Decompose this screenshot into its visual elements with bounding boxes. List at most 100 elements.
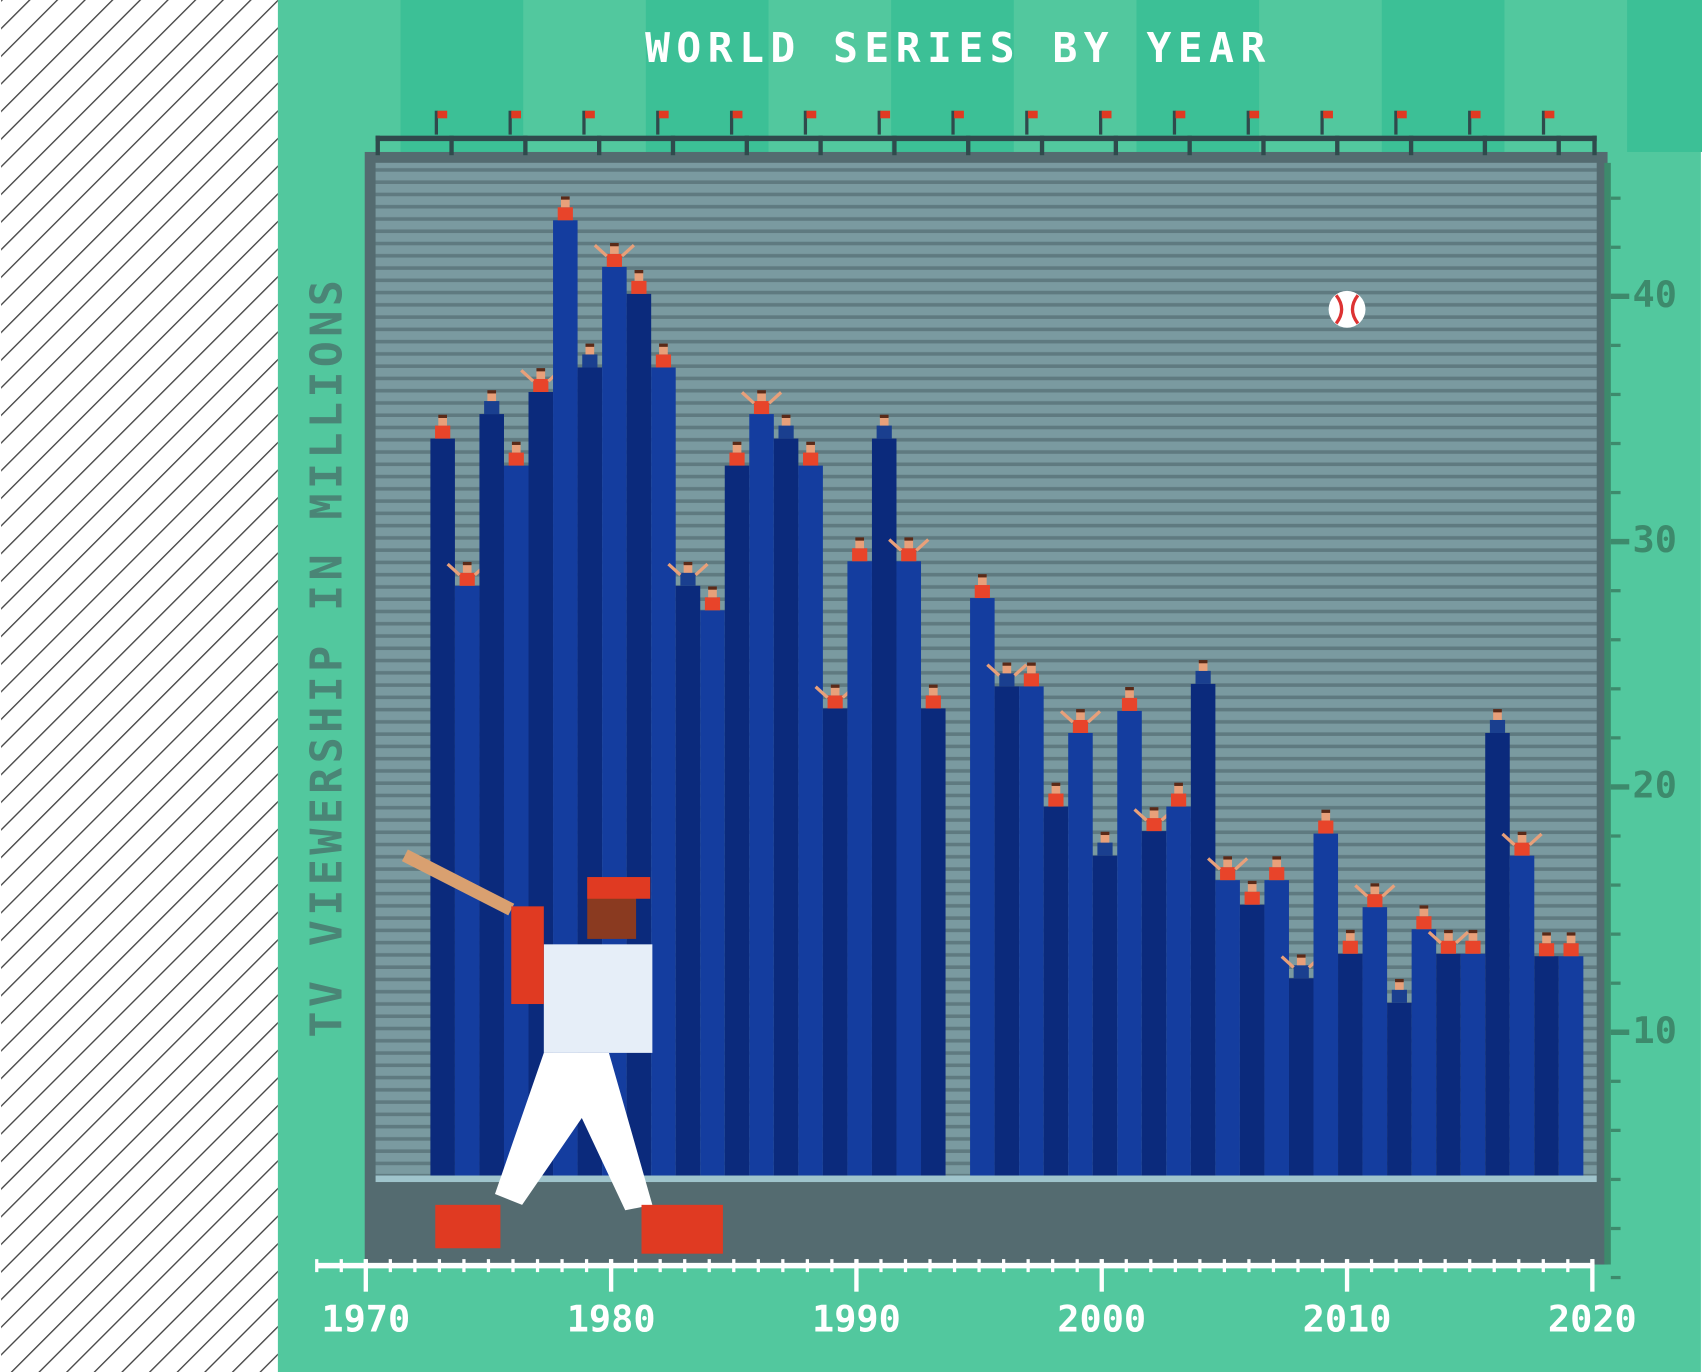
- fan-body: [1072, 719, 1089, 733]
- fence-post: [1335, 135, 1340, 156]
- flag: [1027, 110, 1038, 119]
- fan-body: [1563, 943, 1579, 957]
- flag: [1175, 110, 1186, 119]
- fan-body: [729, 452, 745, 466]
- fan-body: [1121, 697, 1138, 711]
- flag: [806, 110, 817, 119]
- fan-arm: [1013, 663, 1028, 677]
- fence-post: [744, 135, 749, 156]
- fan-arm: [1086, 710, 1102, 724]
- fan-head: [855, 539, 865, 549]
- fan-head: [1296, 956, 1306, 966]
- fan-body: [582, 354, 598, 368]
- bar: [675, 585, 701, 1176]
- fan-head: [1223, 858, 1232, 868]
- fan-body: [1293, 965, 1309, 979]
- fan-hair: [1149, 807, 1159, 811]
- flag: [1396, 110, 1407, 119]
- bar: [503, 465, 529, 1176]
- flag: [1544, 110, 1555, 119]
- fan-body: [1391, 989, 1407, 1003]
- fan-hair: [1272, 856, 1282, 860]
- fan-body: [1195, 670, 1211, 684]
- bar: [847, 561, 872, 1176]
- fan-head: [1321, 811, 1331, 821]
- fan-head: [683, 564, 693, 573]
- fence-post: [1408, 135, 1414, 156]
- bar: [822, 708, 848, 1176]
- x-tick-label: 2020: [1548, 1297, 1637, 1340]
- fan-hair: [634, 269, 644, 274]
- bar: [1288, 978, 1314, 1176]
- fan-head: [1051, 784, 1061, 794]
- fan-hair: [1051, 782, 1061, 786]
- fan-head: [977, 576, 987, 586]
- x-tick-label: 1990: [812, 1297, 901, 1340]
- fan-arm: [1234, 857, 1249, 871]
- fan-hair: [1566, 932, 1576, 936]
- bar: [1313, 833, 1339, 1176]
- turf-stripes: [400, 0, 1702, 152]
- fan-hair: [1174, 782, 1183, 786]
- bar: [871, 438, 897, 1176]
- flag: [437, 110, 448, 119]
- fan-arm: [986, 663, 1001, 677]
- fan-head: [928, 686, 938, 696]
- fan-head: [536, 370, 546, 379]
- bar: [1166, 806, 1191, 1176]
- y-tick-label: 20: [1633, 763, 1677, 806]
- fan-hair: [487, 390, 497, 394]
- fan-hair: [928, 684, 938, 688]
- fan-body: [901, 548, 917, 562]
- fan-body: [1244, 891, 1260, 905]
- fan-body: [753, 401, 770, 415]
- fan-hair: [1100, 831, 1110, 836]
- bar: [1043, 806, 1069, 1176]
- bar: [1190, 683, 1216, 1176]
- fan-head: [659, 345, 668, 355]
- bar: [1019, 686, 1044, 1176]
- bar: [1092, 855, 1118, 1176]
- fan-head: [560, 198, 570, 208]
- fan-body: [1416, 916, 1432, 930]
- fan-head: [1370, 885, 1380, 895]
- fan-body: [778, 425, 794, 439]
- fan-head: [1419, 907, 1429, 917]
- fan-body: [1097, 842, 1113, 856]
- fan-body: [508, 452, 524, 466]
- bar: [1264, 880, 1289, 1176]
- flag: [1323, 110, 1333, 119]
- bar: [1141, 831, 1167, 1176]
- fan-body: [1170, 793, 1187, 807]
- fan-hair: [683, 561, 693, 566]
- fan-hair: [1468, 929, 1478, 934]
- bar: [921, 708, 946, 1176]
- fan-head: [757, 392, 766, 402]
- fan-arm: [915, 538, 930, 552]
- bar: [700, 610, 725, 1176]
- fan-body: [852, 548, 868, 562]
- fan-arm: [768, 391, 783, 405]
- fan-hair: [1493, 709, 1502, 713]
- bar: [970, 598, 995, 1176]
- fence-post: [1187, 135, 1192, 156]
- fan-body: [1538, 943, 1555, 957]
- turf-stripe: [1627, 0, 1702, 152]
- hatch-panel: [1, 0, 278, 1372]
- fan-hair: [879, 414, 889, 418]
- fence-post: [892, 135, 897, 156]
- flag: [511, 110, 522, 119]
- fan-head: [487, 392, 497, 402]
- fan-head: [806, 443, 815, 453]
- fan-head: [1198, 662, 1208, 671]
- turf-stripe: [400, 0, 524, 152]
- fan-head: [1174, 784, 1183, 794]
- fence-post: [670, 135, 676, 156]
- fence-post: [1039, 135, 1045, 156]
- fan-head: [1100, 833, 1110, 843]
- fan-body: [1318, 820, 1334, 834]
- fan-head: [511, 443, 521, 453]
- fan-arm: [1454, 930, 1470, 945]
- fan-body: [827, 695, 843, 709]
